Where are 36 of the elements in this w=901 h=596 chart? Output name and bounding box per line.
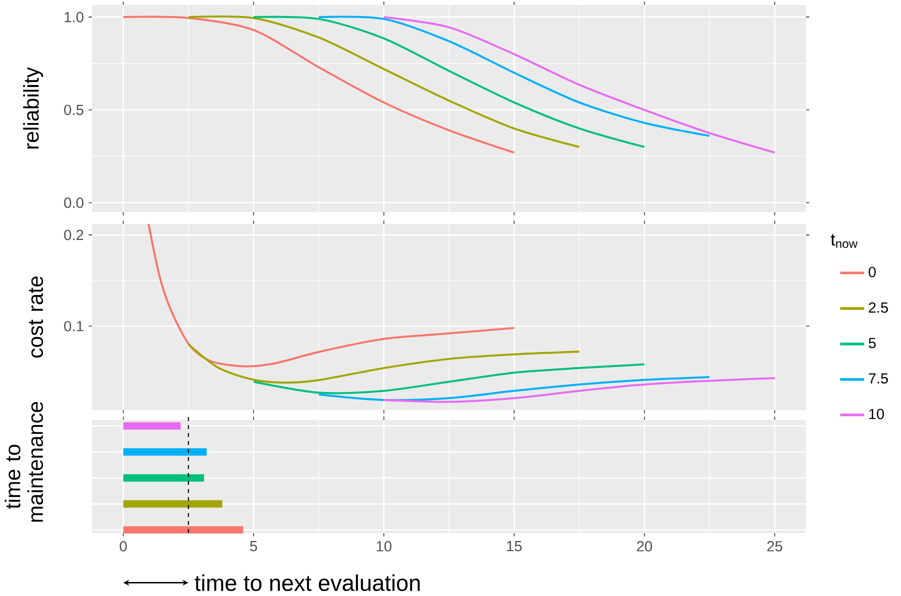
line-series xyxy=(318,376,711,401)
legend-label: 5 xyxy=(868,338,876,348)
line-series xyxy=(148,222,516,368)
line-series xyxy=(187,343,580,384)
bar xyxy=(123,526,244,534)
line-series xyxy=(318,16,711,137)
x-tick-label: 10 xyxy=(376,540,392,552)
y-tick-label: 0.0 xyxy=(64,197,84,208)
x-tick-label: 0 xyxy=(120,540,127,552)
line-series xyxy=(382,376,776,403)
line-series xyxy=(382,16,776,154)
line-series xyxy=(252,363,646,394)
y-tick-label: 0.1 xyxy=(64,320,84,332)
line-series xyxy=(187,15,580,148)
y-tick-label: 0.5 xyxy=(64,104,84,115)
legend-label: 10 xyxy=(869,408,884,420)
x-tick-label: 15 xyxy=(507,540,522,552)
y-tick-label: 0.2 xyxy=(64,230,84,240)
legend-label: 7.5 xyxy=(868,373,888,384)
y-axis-title: reliability xyxy=(23,66,44,148)
legend-label: 0 xyxy=(868,266,876,278)
y-tick-label: 1.0 xyxy=(64,12,84,22)
bar xyxy=(123,422,181,430)
legend-label: 2.5 xyxy=(868,302,888,313)
text: time to next evaluation xyxy=(194,574,420,591)
y-axis-title: cost rate xyxy=(29,276,44,358)
bar xyxy=(123,474,204,482)
x-tick-label: 5 xyxy=(250,540,258,552)
legend-title: t$_{now}$ xyxy=(830,234,858,248)
y-axis-title: time to maintenance xyxy=(4,402,44,522)
line-series xyxy=(252,16,646,148)
line-series xyxy=(122,16,516,154)
x-tick-label: 25 xyxy=(767,540,782,552)
bar xyxy=(123,500,222,508)
bar xyxy=(123,448,207,456)
x-tick-label: 20 xyxy=(637,540,652,552)
